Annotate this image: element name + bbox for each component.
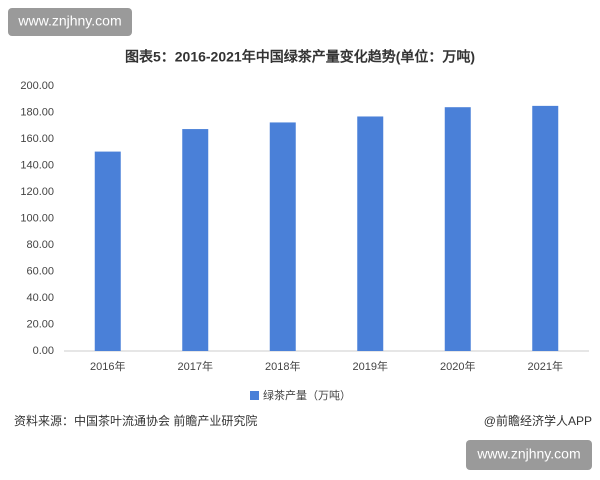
y-tick-label: 120.00 — [20, 186, 54, 198]
y-tick-label: 60.00 — [26, 265, 54, 277]
y-tick-label: 20.00 — [26, 318, 54, 330]
y-tick-label: 200.00 — [20, 80, 54, 92]
bar — [182, 129, 209, 351]
bar — [444, 107, 471, 351]
bar — [269, 122, 296, 351]
x-tick-label: 2019年 — [353, 359, 388, 373]
y-tick-label: 140.00 — [20, 159, 54, 171]
x-tick-label: 2016年 — [90, 359, 125, 373]
legend-swatch — [250, 391, 259, 400]
y-tick-label: 180.00 — [20, 106, 54, 118]
y-tick-label: 80.00 — [26, 239, 54, 251]
x-tick-label: 2021年 — [528, 359, 563, 373]
credit: @前瞻经济学人APP — [484, 413, 592, 428]
watermark: www.znjhny.com — [476, 446, 580, 462]
watermark: www.znjhny.com — [17, 13, 121, 29]
y-tick-label: 160.00 — [20, 133, 54, 145]
chart-title: 图表5：2016-2021年中国绿茶产量变化趋势(单位：万吨) — [125, 49, 475, 65]
y-tick-label: 40.00 — [26, 292, 54, 304]
x-tick-label: 2020年 — [440, 359, 475, 373]
watermark-box — [8, 8, 132, 36]
y-tick-label: 100.00 — [20, 212, 54, 224]
watermark-box — [466, 440, 592, 470]
x-tick-label: 2017年 — [178, 359, 213, 373]
bar — [94, 151, 121, 351]
bar — [532, 105, 559, 351]
source: 资料来源：中国茶叶流通协会 前瞻产业研究院 — [14, 413, 257, 428]
bar — [357, 116, 384, 351]
y-tick-label: 0.00 — [33, 345, 54, 357]
legend-label: 绿茶产量（万吨） — [263, 388, 351, 402]
x-tick-label: 2018年 — [265, 359, 300, 373]
